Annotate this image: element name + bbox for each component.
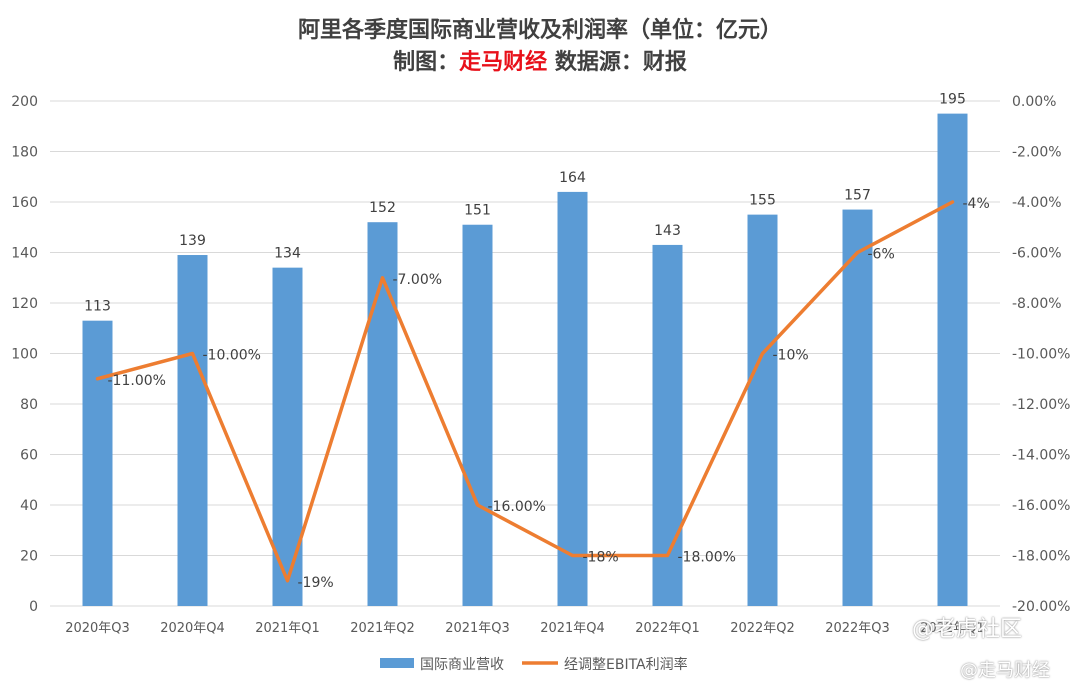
y2-tick-label: -10.00%	[1012, 347, 1070, 363]
y-tick-label: 40	[20, 498, 38, 514]
x-tick-label: 2022年Q1	[635, 621, 700, 636]
gridlines	[50, 100, 1000, 607]
legend: 国际商业营收 经调整EBITA利润率	[380, 656, 688, 673]
line-value-label: -6%	[868, 247, 895, 263]
bar-value-label: 157	[844, 188, 871, 204]
bar-value-label: 139	[179, 233, 206, 249]
bar-value-label: 113	[84, 299, 111, 315]
y-tick-label: 120	[11, 296, 38, 312]
bar-value-label: 164	[559, 170, 586, 186]
chart-title: 阿里各季度国际商业营收及利润率（单位：亿元）	[297, 17, 782, 43]
y2-tick-label: -8.00%	[1012, 296, 1062, 312]
x-tick-label: 2021年Q2	[350, 621, 415, 636]
watermark-tiger: @老虎社区	[912, 617, 1023, 642]
line-value-label: -19%	[298, 575, 334, 591]
x-tick-label: 2020年Q4	[160, 621, 225, 636]
right-axis-ticks: -20.00% -18.00% -16.00% -14.00% -12.00% -10.0…	[1012, 94, 1070, 615]
y2-tick-label: -2.00%	[1012, 145, 1062, 161]
x-tick-label: 2021年Q1	[255, 621, 320, 636]
bar	[937, 113, 968, 606]
y-tick-label: 20	[20, 549, 38, 565]
bar-value-label: 143	[654, 223, 681, 239]
legend-label-bar: 国际商业营收	[420, 657, 504, 673]
y2-tick-label: 0.00%	[1012, 94, 1056, 110]
y-tick-label: 140	[11, 246, 38, 262]
y-tick-label: 160	[11, 195, 38, 211]
bar	[652, 244, 683, 607]
y2-tick-label: -18.00%	[1012, 549, 1070, 565]
y-tick-label: 200	[11, 94, 38, 110]
x-axis-ticks: 2020年Q3 2020年Q4 2021年Q1 2021年Q2 2021年Q3 2021年…	[65, 621, 985, 636]
line-value-label: -16.00%	[488, 499, 546, 515]
line-series	[95, 200, 955, 583]
subtitle-source: 数据源：财报	[547, 49, 687, 75]
bar	[367, 222, 398, 606]
subtitle-brand: 走马财经	[459, 49, 548, 75]
y2-tick-label: -16.00%	[1012, 498, 1070, 514]
bar-value-label: 152	[369, 200, 396, 216]
margin-line	[95, 200, 955, 583]
bar	[177, 255, 208, 606]
line-value-label: -11.00%	[108, 373, 166, 389]
bar-value-label: 134	[274, 246, 301, 262]
bar	[462, 224, 493, 606]
legend-swatch-bar	[380, 658, 414, 668]
y-tick-label: 80	[20, 397, 38, 413]
line-value-label: -4%	[963, 196, 990, 212]
line-value-label: -18%	[583, 550, 619, 566]
bar	[82, 320, 113, 606]
bar-data-labels: 113 139 134 152 151 164 143 155 157 195	[84, 92, 966, 315]
line-value-label: -10.00%	[203, 348, 261, 364]
bar-value-label: 195	[939, 92, 966, 108]
x-tick-label: 2020年Q3	[65, 621, 130, 636]
x-tick-label: 2022年Q2	[730, 621, 795, 636]
bar-value-label: 151	[464, 203, 491, 219]
y2-tick-label: -4.00%	[1012, 195, 1062, 211]
x-tick-label: 2021年Q4	[540, 621, 605, 636]
y-tick-label: 0	[29, 599, 38, 615]
y-tick-label: 100	[11, 347, 38, 363]
x-tick-label: 2022年Q3	[825, 621, 890, 636]
subtitle-prefix: 制图：	[393, 49, 460, 75]
line-data-labels: -11.00% -10.00% -19% -7.00% -16.00% -18% -18.0…	[108, 196, 990, 591]
line-value-label: -18.00%	[678, 550, 736, 566]
left-axis-ticks: 0 20 40 60 80 100 120 140 160 180 200	[11, 94, 38, 615]
bar	[557, 191, 588, 606]
line-value-label: -10%	[773, 348, 809, 364]
watermark-brand: @走马财经	[960, 660, 1050, 681]
bar-series	[82, 113, 968, 607]
line-value-label: -7.00%	[393, 272, 443, 288]
bar-value-label: 155	[749, 193, 776, 209]
y2-tick-label: -20.00%	[1012, 599, 1070, 615]
y-tick-label: 180	[11, 145, 38, 161]
bar	[747, 214, 778, 606]
bar	[842, 209, 873, 606]
y2-tick-label: -12.00%	[1012, 397, 1070, 413]
y2-tick-label: -6.00%	[1012, 246, 1062, 262]
legend-label-line: 经调整EBITA利润率	[564, 656, 688, 673]
y-tick-label: 60	[20, 448, 38, 464]
chart-subtitle: 制图：走马财经 数据源：财报	[0, 44, 1080, 76]
x-tick-label: 2021年Q3	[445, 621, 510, 636]
x-tick-label: 2022年Q1	[920, 621, 985, 636]
y2-tick-label: -14.00%	[1012, 448, 1070, 464]
